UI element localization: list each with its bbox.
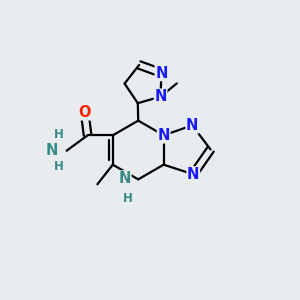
Text: N: N [155, 65, 168, 80]
Text: N: N [46, 143, 58, 158]
Text: N: N [158, 128, 170, 143]
Text: N: N [186, 118, 198, 133]
Text: O: O [78, 105, 91, 120]
Text: H: H [53, 128, 63, 141]
Text: N: N [187, 167, 200, 182]
Text: H: H [53, 160, 63, 173]
Text: H: H [122, 192, 132, 205]
Text: N: N [154, 89, 167, 104]
Text: N: N [118, 171, 131, 186]
